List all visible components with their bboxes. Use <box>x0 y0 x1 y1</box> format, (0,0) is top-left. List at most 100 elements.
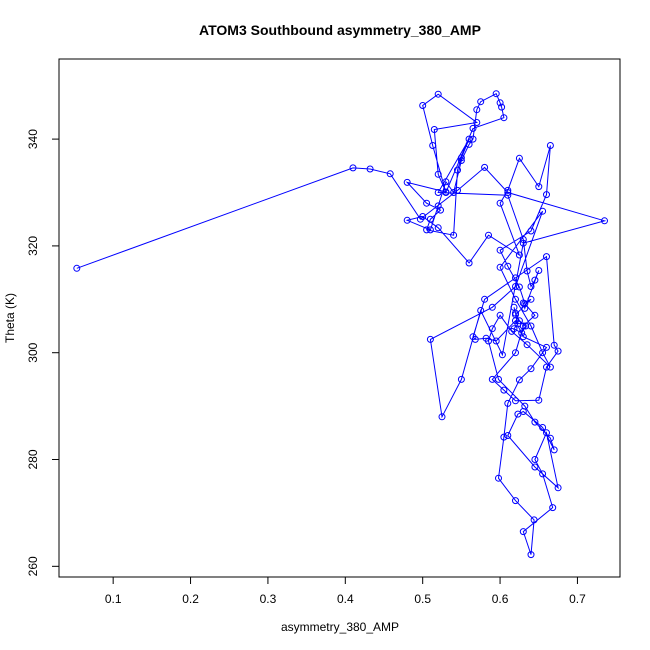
data-point <box>512 397 519 405</box>
data-point <box>423 199 431 207</box>
data-point <box>450 231 458 239</box>
data-point <box>527 227 535 235</box>
data-point <box>539 470 547 478</box>
data-point <box>601 217 608 225</box>
data-point <box>434 224 442 232</box>
data-point <box>500 114 508 122</box>
data-point <box>386 170 394 178</box>
data-point <box>527 283 535 290</box>
data-point <box>519 236 527 243</box>
data-point <box>481 163 489 171</box>
data-point <box>403 216 411 224</box>
data-point <box>430 126 438 133</box>
data-point <box>514 320 522 328</box>
data-point <box>469 124 477 132</box>
data-point <box>488 325 496 333</box>
data-point <box>434 170 442 178</box>
data-point <box>522 322 530 330</box>
x-tick-label: 0.1 <box>105 592 122 606</box>
data-point <box>349 164 357 172</box>
data-point <box>496 263 504 271</box>
data-point <box>515 317 523 325</box>
data-point <box>488 375 496 383</box>
data-point <box>426 335 434 343</box>
data-point <box>543 363 550 371</box>
data-point <box>403 178 411 186</box>
data-point <box>546 142 554 149</box>
data-point <box>457 157 465 164</box>
data-point <box>465 259 473 267</box>
chart-title: ATOM3 Southbound asymmetry_380_AMP <box>199 22 481 38</box>
data-point <box>419 213 427 220</box>
data-point <box>550 341 558 349</box>
y-tick-label: 260 <box>26 556 40 576</box>
data-point <box>457 375 465 383</box>
data-point <box>527 322 535 330</box>
data-point <box>519 239 527 247</box>
data-point <box>473 106 481 114</box>
data-point <box>469 333 477 341</box>
data-point <box>496 311 504 319</box>
data-point <box>496 99 504 107</box>
data-point <box>539 207 547 215</box>
data-point <box>485 231 492 239</box>
data-point <box>515 251 523 259</box>
data-point <box>423 226 431 234</box>
y-axis: 260 280 300 320 340 <box>26 129 60 576</box>
data-point <box>500 386 508 394</box>
data-point <box>515 283 523 291</box>
data-point <box>539 424 547 431</box>
x-axis-label: asymmetry_380_AMP <box>281 620 399 634</box>
data-point <box>531 456 539 463</box>
data-point <box>442 178 450 186</box>
data-point <box>535 396 543 404</box>
data-point <box>531 276 539 284</box>
data-point <box>465 135 473 143</box>
data-point <box>531 311 539 319</box>
data-point <box>482 334 490 342</box>
data-point <box>510 303 518 311</box>
y-tick-label: 340 <box>26 129 40 149</box>
data-point <box>504 186 512 194</box>
data-point <box>527 551 535 559</box>
data-point <box>437 206 444 214</box>
data-point <box>535 267 543 274</box>
data-point <box>450 189 458 196</box>
data-point <box>504 191 512 199</box>
data-series <box>73 90 608 559</box>
data-point <box>434 202 442 210</box>
data-point <box>469 135 477 143</box>
data-point <box>426 215 434 223</box>
x-tick-label: 0.4 <box>337 592 354 606</box>
data-point <box>442 188 450 196</box>
y-tick-label: 300 <box>26 342 40 362</box>
data-point <box>543 191 550 199</box>
data-point <box>73 264 81 272</box>
data-point <box>549 504 557 512</box>
data-point <box>510 325 518 333</box>
data-point <box>496 199 504 207</box>
data-point <box>434 90 442 98</box>
x-tick-label: 0.7 <box>569 592 586 606</box>
data-point <box>504 189 512 196</box>
data-point <box>504 399 512 407</box>
x-tick-label: 0.6 <box>492 592 509 606</box>
data-point <box>454 186 461 194</box>
data-point <box>519 333 527 341</box>
data-point <box>543 343 550 351</box>
data-point <box>473 119 481 126</box>
data-point <box>498 103 506 111</box>
data-point <box>454 166 461 174</box>
x-tick-label: 0.5 <box>414 592 431 606</box>
data-point <box>488 303 496 311</box>
data-point <box>512 283 519 290</box>
data-point <box>519 299 527 307</box>
data-point <box>514 410 522 418</box>
data-point <box>465 140 473 148</box>
data-point <box>546 363 554 371</box>
data-point <box>426 226 434 234</box>
data-point <box>550 446 558 454</box>
data-point <box>531 418 539 426</box>
data-point <box>492 337 500 345</box>
